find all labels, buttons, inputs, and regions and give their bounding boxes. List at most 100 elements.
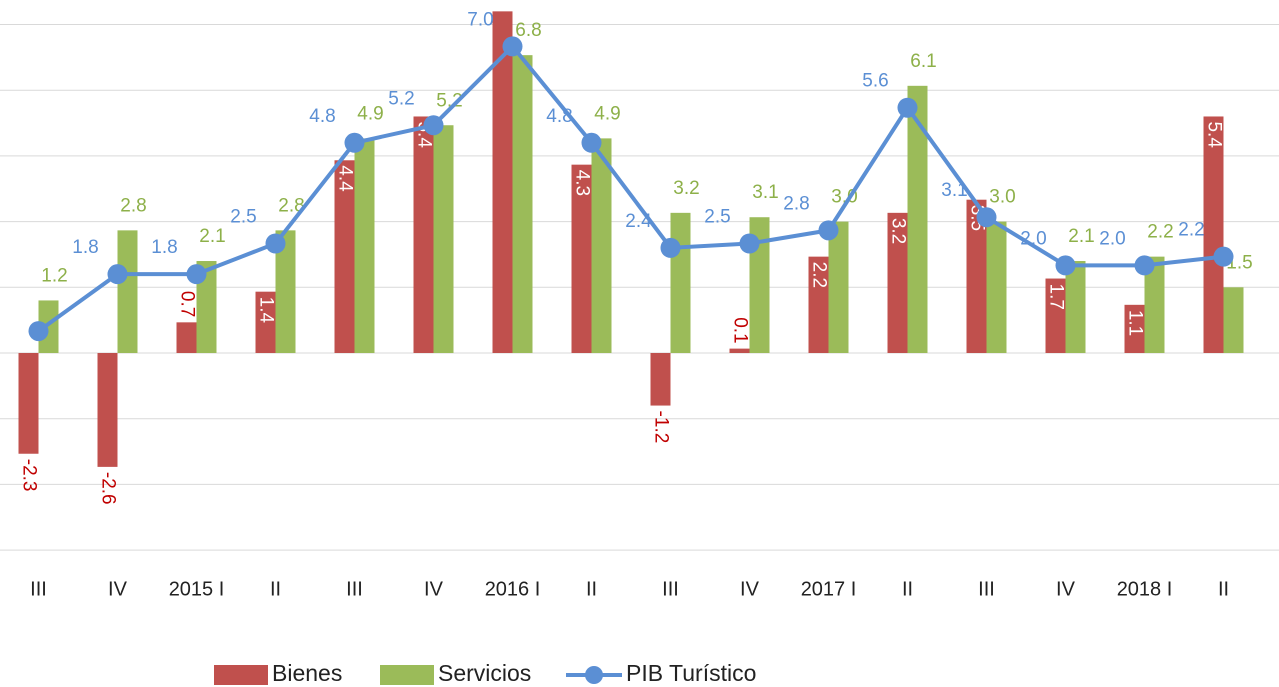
x-tick-label: IV	[424, 578, 444, 600]
bar	[966, 199, 987, 353]
bar-value-label: 1.7	[1045, 284, 1066, 310]
bar	[38, 300, 59, 353]
bar-value-label: 1.2	[41, 265, 67, 286]
line-value-label: 5.2	[388, 88, 414, 109]
legend-label: Servicios	[438, 660, 531, 686]
bar-value-label: 3.1	[752, 182, 778, 203]
legend-swatch	[380, 665, 434, 685]
bar-value-label: 6.8	[515, 20, 541, 41]
bar-value-label: 2.1	[1068, 226, 1094, 247]
bar-value-label: 1.4	[255, 297, 276, 324]
bar	[492, 11, 513, 354]
x-tick-label: 2016 I	[485, 578, 541, 600]
line-point	[1213, 246, 1234, 267]
bar	[887, 212, 908, 353]
line-value-label: 2.0	[1099, 228, 1125, 249]
x-tick-label: II	[902, 578, 913, 600]
line-point	[897, 97, 918, 118]
bar-value-label: 3.2	[887, 218, 908, 244]
x-tick-label: III	[346, 578, 363, 600]
x-tick-label: 2018 I	[1117, 578, 1173, 600]
line-point	[660, 237, 681, 258]
bar-value-label: 0.7	[176, 291, 197, 317]
bar-value-label: 0.1	[729, 317, 750, 343]
bar-value-label: -2.3	[18, 459, 39, 492]
legend-label: Bienes	[272, 660, 342, 686]
legend-label: PIB Turístico	[626, 660, 756, 686]
bar	[97, 353, 118, 467]
bar	[18, 353, 39, 454]
x-tick-label: 2015 I	[169, 578, 225, 600]
x-tick-label: III	[978, 578, 995, 600]
line-value-label: 1.8	[72, 237, 98, 258]
line-point	[502, 36, 523, 57]
bar	[255, 291, 276, 353]
bar	[413, 116, 434, 353]
line-value-label: 2.0	[1020, 228, 1046, 249]
bar-value-label: 3.0	[989, 187, 1015, 208]
bar	[1065, 261, 1086, 353]
line-value-label: 2.5	[704, 207, 730, 228]
line-value-label: 7.0	[467, 9, 493, 30]
bar	[176, 322, 197, 353]
bar-value-label: 1.1	[1124, 310, 1145, 336]
line-point	[976, 207, 997, 228]
bar-value-label: 3.2	[673, 178, 699, 199]
x-tick-label: II	[586, 578, 597, 600]
line-value-label: 4.8	[546, 106, 572, 127]
bar-value-label: 5.4	[1203, 121, 1224, 148]
bar	[986, 221, 1007, 353]
bar	[1203, 116, 1224, 353]
line-point	[186, 264, 207, 285]
bar-value-label: 4.9	[594, 103, 620, 124]
line-point	[581, 132, 602, 153]
line-point	[818, 220, 839, 241]
bar-value-label: 4.4	[334, 165, 355, 192]
bar	[808, 256, 829, 353]
bar-value-label: 2.2	[808, 262, 829, 288]
bar	[729, 348, 750, 353]
x-tick-label: III	[30, 578, 47, 600]
line-value-label: 2.2	[1178, 220, 1204, 241]
legend-swatch	[585, 666, 603, 684]
line-value-label: 2.5	[230, 207, 256, 228]
x-tick-label: II	[270, 578, 281, 600]
line-point	[1134, 255, 1155, 276]
bar-value-label: -1.2	[650, 411, 671, 444]
x-tick-label: III	[662, 578, 679, 600]
line-point	[423, 115, 444, 136]
line-value-label: 2.4	[625, 211, 652, 232]
bar	[650, 353, 671, 406]
line	[37, 43, 1224, 333]
bar	[907, 85, 928, 353]
bar-value-label: 2.1	[199, 226, 225, 247]
bar-value-label: 6.1	[910, 51, 936, 72]
line-point	[265, 233, 286, 254]
x-tick-label: II	[1218, 578, 1229, 600]
bar	[1144, 256, 1165, 353]
line-point	[28, 321, 49, 342]
bar	[334, 160, 355, 353]
bar	[512, 55, 533, 353]
bar	[1045, 278, 1066, 353]
bar	[196, 261, 217, 353]
x-tick-label: 2017 I	[801, 578, 857, 600]
line-value-label: 3.1	[941, 180, 967, 201]
x-tick-label: IV	[740, 578, 760, 600]
bar-value-label: 2.8	[278, 195, 304, 216]
bar	[275, 230, 296, 353]
line-value-label: 5.6	[862, 71, 888, 92]
line-point	[1055, 255, 1076, 276]
line-point	[344, 132, 365, 153]
line-point	[107, 264, 128, 285]
bar	[1223, 287, 1244, 353]
bar-value-label: -2.6	[97, 472, 118, 505]
bar	[1124, 304, 1145, 353]
bar-value-label: 5.2	[436, 90, 462, 111]
bar	[591, 138, 612, 353]
bar	[571, 164, 592, 353]
bar-value-label: 4.9	[357, 103, 383, 124]
bar-value-label: 4.3	[571, 170, 592, 196]
